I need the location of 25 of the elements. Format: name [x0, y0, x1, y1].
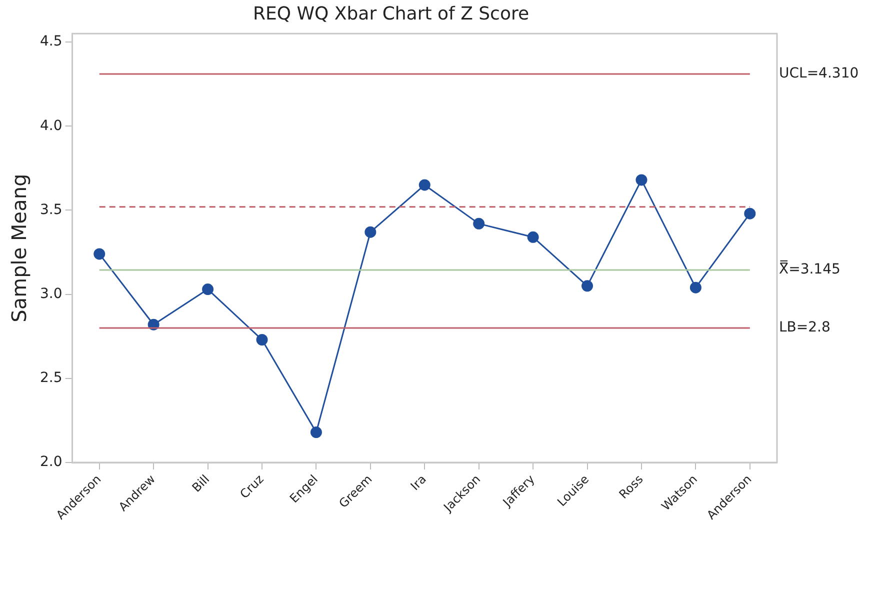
point — [418, 179, 430, 191]
point — [202, 284, 214, 296]
ref-line-label: LB=2.8 — [779, 320, 830, 336]
y-tick-label: 4.0 — [40, 118, 62, 134]
point — [744, 208, 756, 220]
y-tick-label: 3.0 — [40, 286, 62, 302]
y-tick-label: 3.5 — [40, 202, 62, 218]
y-tick-label: 2.5 — [40, 370, 62, 386]
x-tick-label: Bill — [189, 472, 212, 495]
y-tick-label: 4.5 — [40, 34, 62, 50]
point — [636, 174, 648, 186]
point — [256, 334, 268, 346]
y-axis-title: Sample Meang — [7, 174, 32, 322]
point — [94, 248, 106, 260]
x-tick-label: Ira — [408, 472, 429, 494]
ref-line-label: UCL=4.310 — [779, 66, 859, 82]
point — [582, 280, 594, 292]
ref-line-label: X̿=3.145 — [779, 260, 840, 278]
point — [364, 226, 376, 238]
chart-title: REQ WQ Xbar Chart of Z Score — [252, 3, 530, 24]
point — [690, 282, 702, 294]
point — [310, 426, 322, 438]
point — [527, 231, 539, 243]
y-tick-label: 2.0 — [40, 454, 62, 470]
point — [473, 218, 485, 230]
